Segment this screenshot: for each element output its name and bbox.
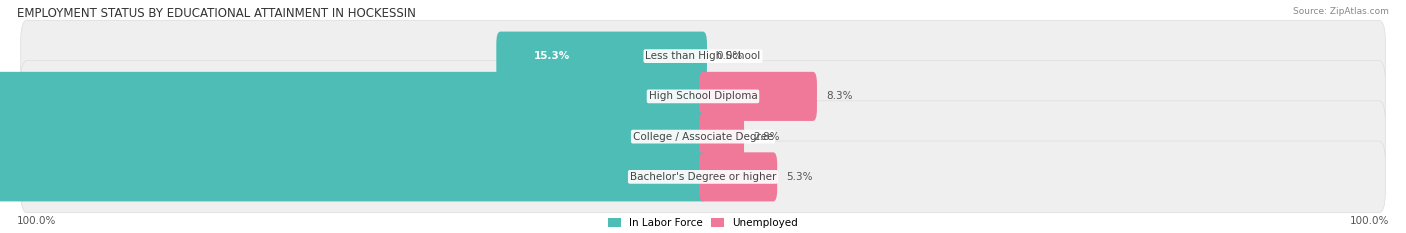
Text: 5.3%: 5.3% — [786, 172, 813, 182]
FancyBboxPatch shape — [0, 152, 707, 201]
Text: Source: ZipAtlas.com: Source: ZipAtlas.com — [1294, 7, 1389, 16]
FancyBboxPatch shape — [21, 141, 1385, 213]
Text: 15.3%: 15.3% — [533, 51, 569, 61]
Legend: In Labor Force, Unemployed: In Labor Force, Unemployed — [605, 214, 801, 233]
FancyBboxPatch shape — [21, 61, 1385, 132]
Text: College / Associate Degree: College / Associate Degree — [633, 132, 773, 142]
Text: Bachelor's Degree or higher: Bachelor's Degree or higher — [630, 172, 776, 182]
Text: Less than High School: Less than High School — [645, 51, 761, 61]
Text: 2.8%: 2.8% — [754, 132, 780, 142]
FancyBboxPatch shape — [699, 152, 778, 201]
FancyBboxPatch shape — [0, 72, 707, 121]
FancyBboxPatch shape — [0, 112, 707, 161]
Text: 8.3%: 8.3% — [827, 91, 852, 101]
Text: EMPLOYMENT STATUS BY EDUCATIONAL ATTAINMENT IN HOCKESSIN: EMPLOYMENT STATUS BY EDUCATIONAL ATTAINM… — [17, 7, 416, 20]
FancyBboxPatch shape — [21, 20, 1385, 92]
FancyBboxPatch shape — [496, 32, 707, 81]
Text: 0.0%: 0.0% — [716, 51, 742, 61]
FancyBboxPatch shape — [21, 101, 1385, 172]
FancyBboxPatch shape — [699, 72, 817, 121]
Text: High School Diploma: High School Diploma — [648, 91, 758, 101]
Text: 100.0%: 100.0% — [17, 216, 56, 226]
Text: 100.0%: 100.0% — [1350, 216, 1389, 226]
FancyBboxPatch shape — [699, 112, 744, 161]
